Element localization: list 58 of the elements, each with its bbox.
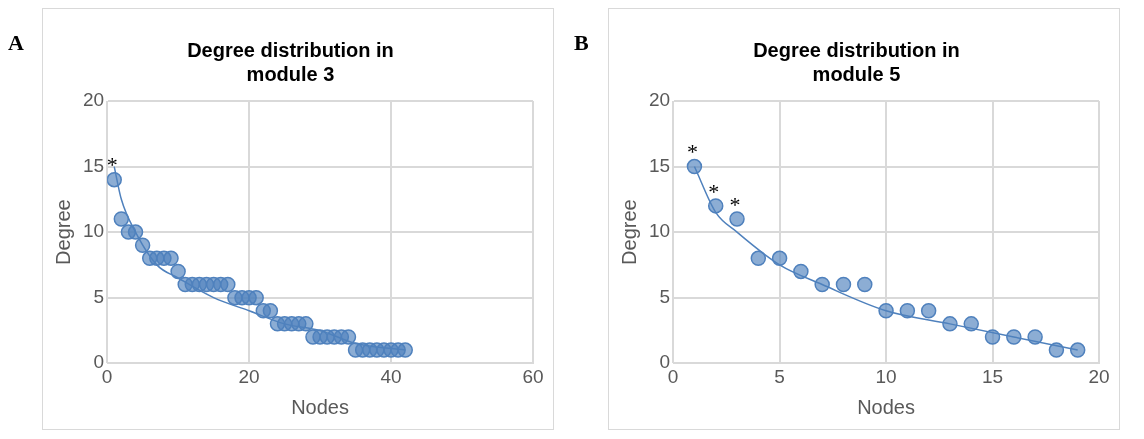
point bbox=[1069, 342, 1086, 358]
point bbox=[793, 263, 809, 280]
point bbox=[134, 237, 151, 253]
x-tick-label: 60 bbox=[522, 365, 544, 387]
x-axis-title: Nodes bbox=[291, 395, 349, 418]
y-tick-label: 10 bbox=[648, 220, 671, 242]
point bbox=[262, 303, 279, 319]
y-axis-title: Degree bbox=[617, 199, 640, 265]
point bbox=[1027, 329, 1043, 345]
point bbox=[814, 276, 830, 293]
x-tick-label: 15 bbox=[981, 365, 1004, 387]
x-tick-label: 10 bbox=[875, 365, 897, 387]
y-tick-label: 20 bbox=[82, 89, 105, 111]
x-axis-title: Nodes bbox=[857, 395, 915, 418]
y-tick-label: 20 bbox=[648, 89, 671, 111]
point bbox=[771, 250, 788, 267]
point bbox=[113, 211, 130, 227]
point bbox=[878, 303, 894, 319]
point bbox=[220, 276, 236, 293]
x-tick-label: 20 bbox=[1088, 365, 1110, 387]
point bbox=[127, 224, 144, 240]
point bbox=[107, 171, 122, 188]
point bbox=[942, 316, 958, 332]
annotation: * bbox=[729, 191, 741, 217]
y-tick-label: 10 bbox=[82, 220, 105, 242]
text: B bbox=[574, 30, 589, 55]
x-tick-label: 5 bbox=[774, 365, 785, 387]
point bbox=[298, 316, 314, 332]
point bbox=[170, 263, 186, 280]
y-tick-label: 5 bbox=[659, 285, 671, 307]
x-tick-label: 20 bbox=[238, 365, 260, 387]
chart-title: Degree distribution in module 3 bbox=[187, 38, 394, 85]
point bbox=[163, 250, 179, 267]
text: A bbox=[8, 30, 24, 55]
point bbox=[899, 303, 916, 319]
point bbox=[1048, 342, 1065, 358]
point bbox=[750, 250, 767, 267]
point bbox=[1006, 329, 1022, 345]
x-tick-label: 40 bbox=[380, 365, 402, 387]
point bbox=[857, 276, 873, 293]
point bbox=[984, 329, 1001, 345]
point bbox=[340, 329, 357, 345]
point bbox=[248, 289, 264, 306]
y-axis-title: Degree bbox=[51, 199, 74, 265]
y-tick-label: 5 bbox=[93, 285, 105, 307]
point bbox=[835, 276, 852, 293]
chart-title: Degree distribution in module 5 bbox=[753, 38, 960, 85]
point bbox=[920, 303, 937, 319]
point bbox=[707, 198, 724, 214]
point bbox=[397, 342, 413, 358]
y-tick-label: 15 bbox=[648, 154, 671, 176]
point bbox=[729, 211, 745, 227]
point bbox=[963, 316, 979, 332]
y-tick-label: 15 bbox=[82, 154, 105, 176]
annotation: * bbox=[106, 152, 118, 178]
annotation: * bbox=[686, 139, 698, 165]
point bbox=[686, 158, 703, 175]
annotation: * bbox=[708, 178, 720, 204]
